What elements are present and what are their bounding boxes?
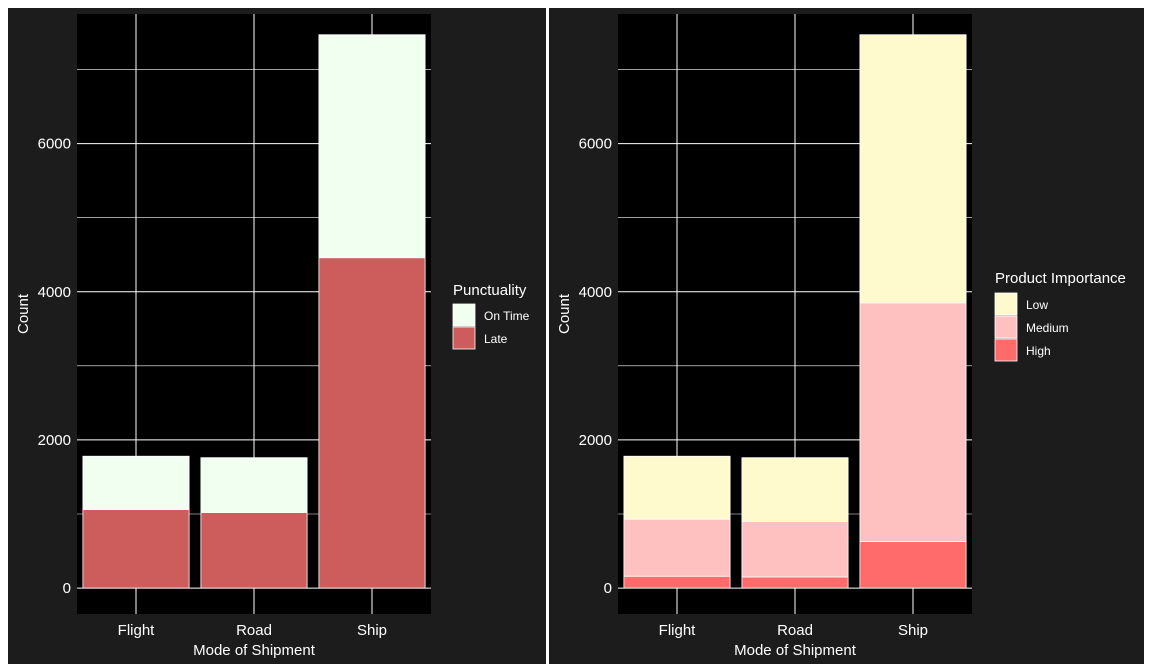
bar-road-low (741, 457, 849, 522)
y-tick-label: 4000 (579, 284, 612, 301)
y-axis-ticks: 0 2000 4000 6000 (579, 136, 612, 597)
legend-label: On Time (484, 309, 530, 323)
x-tick-label: Flight (659, 622, 697, 639)
bar-flight-late (82, 509, 190, 589)
bar-ship-low (859, 34, 967, 304)
legend-key-medium (994, 315, 1018, 339)
legend-label: Late (484, 332, 508, 346)
y-axis-label: Count (556, 293, 573, 334)
y-axis-ticks: 0 2000 4000 6000 (38, 136, 71, 597)
bar-flight-high (623, 575, 731, 589)
legend-label: Medium (1026, 321, 1069, 335)
bars (623, 34, 967, 589)
legend-label: High (1026, 344, 1051, 358)
x-axis-ticks: Flight Road Ship (659, 622, 928, 639)
y-tick-label: 2000 (38, 432, 71, 449)
bar-ship-on-time (318, 34, 426, 259)
legend-key-late (452, 326, 476, 350)
legend-title: Product Importance (995, 270, 1126, 287)
bar-road-medium (741, 521, 849, 578)
legend-key-low (994, 292, 1018, 316)
x-axis-ticks: Flight Road Ship (118, 622, 387, 639)
bar-flight-on-time (82, 455, 190, 510)
bar-flight-medium (623, 518, 731, 577)
legend-label: Low (1026, 298, 1048, 312)
y-tick-label: 6000 (38, 136, 71, 153)
y-tick-label: 4000 (38, 284, 71, 301)
bar-flight-low (623, 455, 731, 520)
legend-key-high (994, 338, 1018, 362)
chart-punctuality: 0 2000 4000 6000 Flight Road Ship Mode of Shi… (8, 8, 546, 664)
bar-ship-medium (859, 302, 967, 542)
y-tick-label: 0 (604, 580, 612, 597)
bar-ship-high (859, 541, 967, 589)
y-tick-label: 6000 (579, 136, 612, 153)
x-tick-label: Road (236, 622, 272, 639)
bar-ship-late (318, 257, 426, 589)
bar-road-late (200, 512, 308, 589)
x-tick-label: Ship (357, 622, 387, 639)
x-tick-label: Road (777, 622, 813, 639)
x-tick-label: Ship (898, 622, 928, 639)
bar-road-on-time (200, 457, 308, 513)
legend: Punctuality On Time Late (452, 282, 530, 350)
legend-key-on-time (452, 303, 476, 327)
bars (82, 34, 426, 589)
y-axis-label: Count (15, 293, 32, 334)
x-axis-label: Mode of Shipment (734, 642, 857, 659)
chart-product-importance: 0 2000 4000 6000 Flight Road Ship Mode of Shi… (549, 8, 1144, 664)
y-tick-label: 2000 (579, 432, 612, 449)
legend: Product Importance Low Medium High (994, 270, 1126, 362)
y-tick-label: 0 (63, 580, 71, 597)
x-tick-label: Flight (118, 622, 156, 639)
legend-title: Punctuality (453, 282, 527, 299)
bar-road-high (741, 576, 849, 589)
x-axis-label: Mode of Shipment (193, 642, 316, 659)
